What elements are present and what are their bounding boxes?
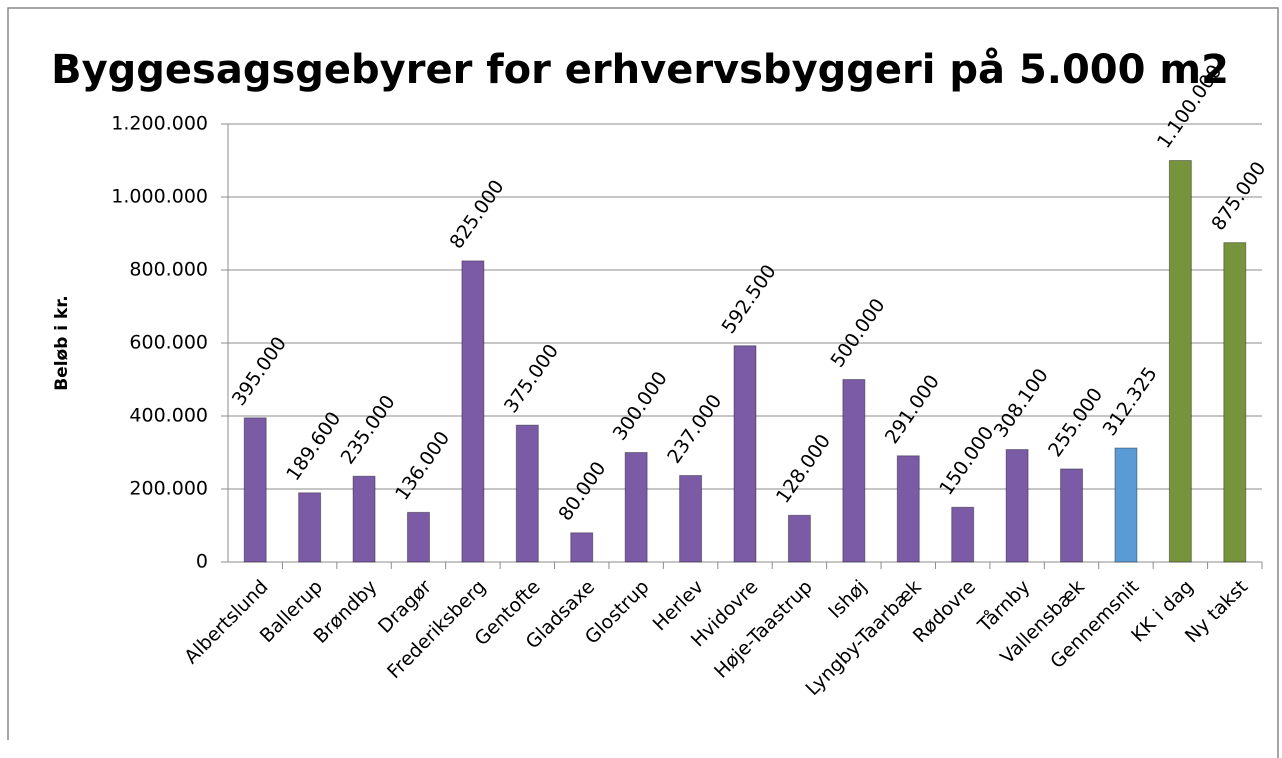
value-label: 375.000: [500, 340, 563, 417]
bar: [243, 417, 267, 563]
value-label: 150.000: [935, 422, 998, 499]
y-tick-label: 600.000: [129, 332, 208, 354]
bar: [406, 511, 430, 563]
bar: [1060, 468, 1084, 563]
bar: [842, 379, 866, 563]
bar: [679, 474, 703, 563]
bar: [461, 260, 485, 563]
value-label: 128.000: [772, 430, 835, 507]
value-label: 592.500: [718, 261, 781, 338]
bar: [624, 452, 648, 563]
y-tick-label: 1.200.000: [111, 113, 208, 135]
value-label: 80.000: [554, 458, 610, 525]
value-label: 291.000: [881, 371, 944, 448]
value-label: 235.000: [337, 391, 400, 468]
bar: [951, 506, 975, 563]
bar: [896, 455, 920, 563]
value-label: 136.000: [391, 427, 454, 504]
value-label: 308.100: [990, 365, 1053, 442]
value-label: 255.000: [1044, 384, 1107, 461]
bar: [352, 475, 376, 563]
bar: [1168, 160, 1192, 563]
y-axis-label: Beløb i kr.: [52, 295, 72, 391]
y-tick-label: 200.000: [129, 478, 208, 500]
value-label: 875.000: [1207, 158, 1270, 235]
value-label: 300.000: [609, 368, 672, 445]
bar: [733, 345, 757, 563]
y-tick-label: 0: [196, 551, 208, 573]
value-label: 312.325: [1099, 363, 1162, 440]
bar: [787, 514, 811, 563]
chart-frame: [7, 7, 1279, 758]
value-label: 237.000: [663, 391, 726, 468]
bar: [515, 424, 539, 563]
x-tick-label: Albertslund: [180, 576, 272, 668]
value-label: 189.600: [282, 408, 345, 485]
bar: [1114, 447, 1138, 563]
value-label: 825.000: [445, 176, 508, 253]
bar: [1005, 449, 1029, 563]
x-tick-label: Ishøj: [824, 576, 871, 623]
value-label: 500.000: [826, 295, 889, 372]
chart-title: Byggesagsgebyrer for erhvervsbyggeri på …: [51, 46, 1229, 93]
y-tick-label: 800.000: [129, 259, 208, 281]
bar: [570, 532, 594, 563]
y-tick-label: 1.000.000: [111, 186, 208, 208]
x-tick-label: Høje-Taastrup: [710, 576, 817, 683]
value-label: 395.000: [228, 333, 291, 410]
bar: [1223, 242, 1247, 563]
y-tick-label: 400.000: [129, 405, 208, 427]
bar: [298, 492, 322, 563]
